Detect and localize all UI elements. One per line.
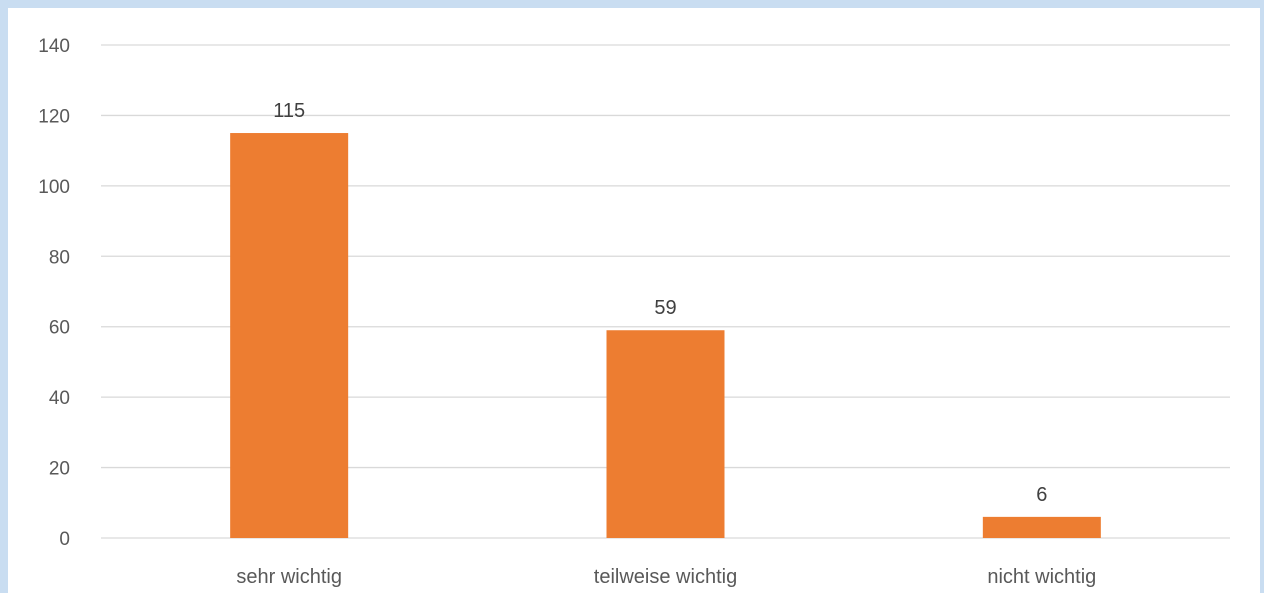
y-tick-label: 100	[38, 177, 70, 198]
y-axis-ticks: 0 20 40 60 80 100 120 140	[38, 36, 70, 550]
y-tick-label: 80	[49, 247, 70, 268]
data-label: 59	[654, 297, 676, 319]
y-tick-label: 20	[49, 459, 70, 480]
x-axis-categories: sehr wichtig teilweise wichtig nicht wicht…	[236, 566, 1096, 588]
x-category-label: nicht wichtig	[987, 566, 1096, 588]
y-tick-label: 140	[38, 36, 70, 57]
y-tick-label: 0	[59, 529, 70, 550]
y-tick-label: 60	[49, 318, 70, 339]
data-label: 6	[1036, 484, 1047, 506]
bars	[230, 133, 1101, 538]
bar-chart: 0 20 40 60 80 100 120 140 115 59 6 sehr wichtig te…	[38, 36, 1230, 588]
bar-nicht-wichtig	[982, 516, 1101, 538]
bar-teilweise-wichtig	[606, 330, 725, 538]
x-category-label: sehr wichtig	[236, 566, 342, 588]
data-labels: 115 59 6	[273, 100, 1047, 506]
y-tick-label: 120	[38, 106, 70, 127]
x-category-label: teilweise wichtig	[594, 566, 737, 588]
bar-sehr-wichtig	[230, 133, 349, 538]
y-tick-label: 40	[49, 388, 70, 409]
chart-frame: 0 20 40 60 80 100 120 140 115 59 6 sehr wichtig te…	[8, 8, 1260, 593]
data-label: 115	[273, 100, 305, 122]
